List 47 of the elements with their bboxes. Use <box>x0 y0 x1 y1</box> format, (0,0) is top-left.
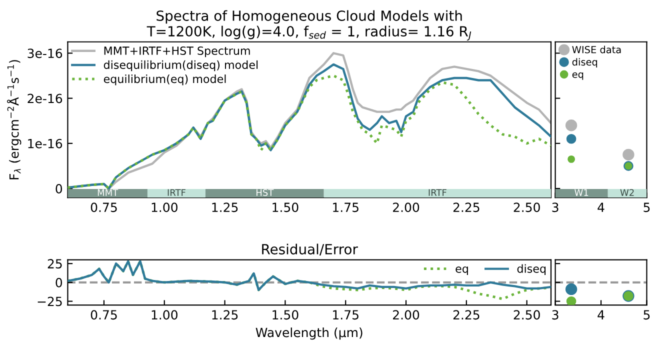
x-tick-label: 2.50 <box>514 310 540 320</box>
band-label: W1 <box>574 189 588 196</box>
chart-title: Spectra of Homogeneous Cloud Models with T=1200K, log(g)=4.0, f$_{sed}$ = 1, radius= 1.16 R$_{J}$ <box>146 10 472 41</box>
y-tick-label: 2e-16 <box>28 94 62 104</box>
legend-label: diseq <box>572 58 598 68</box>
x-axis-title: Wavelength (μm) <box>256 328 362 340</box>
x-tick-label: 5 <box>644 202 650 212</box>
band-label: IRTF <box>168 189 186 196</box>
legend-label: MMT+IRTF+HST Spectrum <box>104 46 250 58</box>
band-label: HST <box>256 189 274 196</box>
y-tick-label: 25 <box>48 259 62 268</box>
x-tick-label: 1.50 <box>272 310 298 320</box>
x-tick-label: 0.75 <box>90 310 117 320</box>
x-tick-label: 0.75 <box>90 202 117 212</box>
legend-label: diseq <box>517 264 546 276</box>
y-tick-label: 0 <box>56 278 62 288</box>
x-tick-label: 1.25 <box>212 202 238 212</box>
x-tick-label: 1.25 <box>212 310 238 320</box>
x-tick-label: 2.00 <box>393 202 420 212</box>
x-tick-label: 1.00 <box>152 310 178 320</box>
legend-label: eq <box>572 72 584 80</box>
x-tick-label: 1.00 <box>152 202 178 212</box>
y-tick-label: 1e-16 <box>28 138 62 148</box>
y-tick-label: 0 <box>56 184 62 194</box>
legend-label: disequilibrium(diseq) model <box>104 60 258 72</box>
y-tick-label: −25 <box>38 296 62 306</box>
band-label: W2 <box>620 189 634 196</box>
x-tick-label: 4 <box>598 310 604 320</box>
x-tick-label: 1.75 <box>333 202 358 212</box>
x-tick-label: 3 <box>552 310 558 320</box>
legend-label: equilibrium(eq) model <box>104 74 226 86</box>
x-tick-label: 4 <box>598 202 604 212</box>
x-tick-label: 3 <box>552 202 558 212</box>
text: F$_{λ}$ (ergcm$^{−2}$Å$^{−1}$s$^{−1}$) <box>7 60 22 180</box>
x-tick-label: 2.50 <box>514 202 540 212</box>
x-tick-label: 2.25 <box>453 310 480 320</box>
x-tick-label: 2.25 <box>453 202 480 212</box>
x-tick-label: 1.75 <box>333 310 358 320</box>
chart-title: Residual/Error <box>262 244 358 256</box>
legend-label: WISE data <box>572 46 621 54</box>
band-label: MMT <box>98 189 118 196</box>
x-tick-label: 5 <box>644 310 650 320</box>
y-tick-label: 3e-16 <box>28 48 62 58</box>
legend-label: eq <box>456 266 468 276</box>
x-tick-label: 1.50 <box>272 202 298 212</box>
x-tick-label: 2.00 <box>393 310 420 320</box>
band-label: IRTF <box>428 189 446 196</box>
